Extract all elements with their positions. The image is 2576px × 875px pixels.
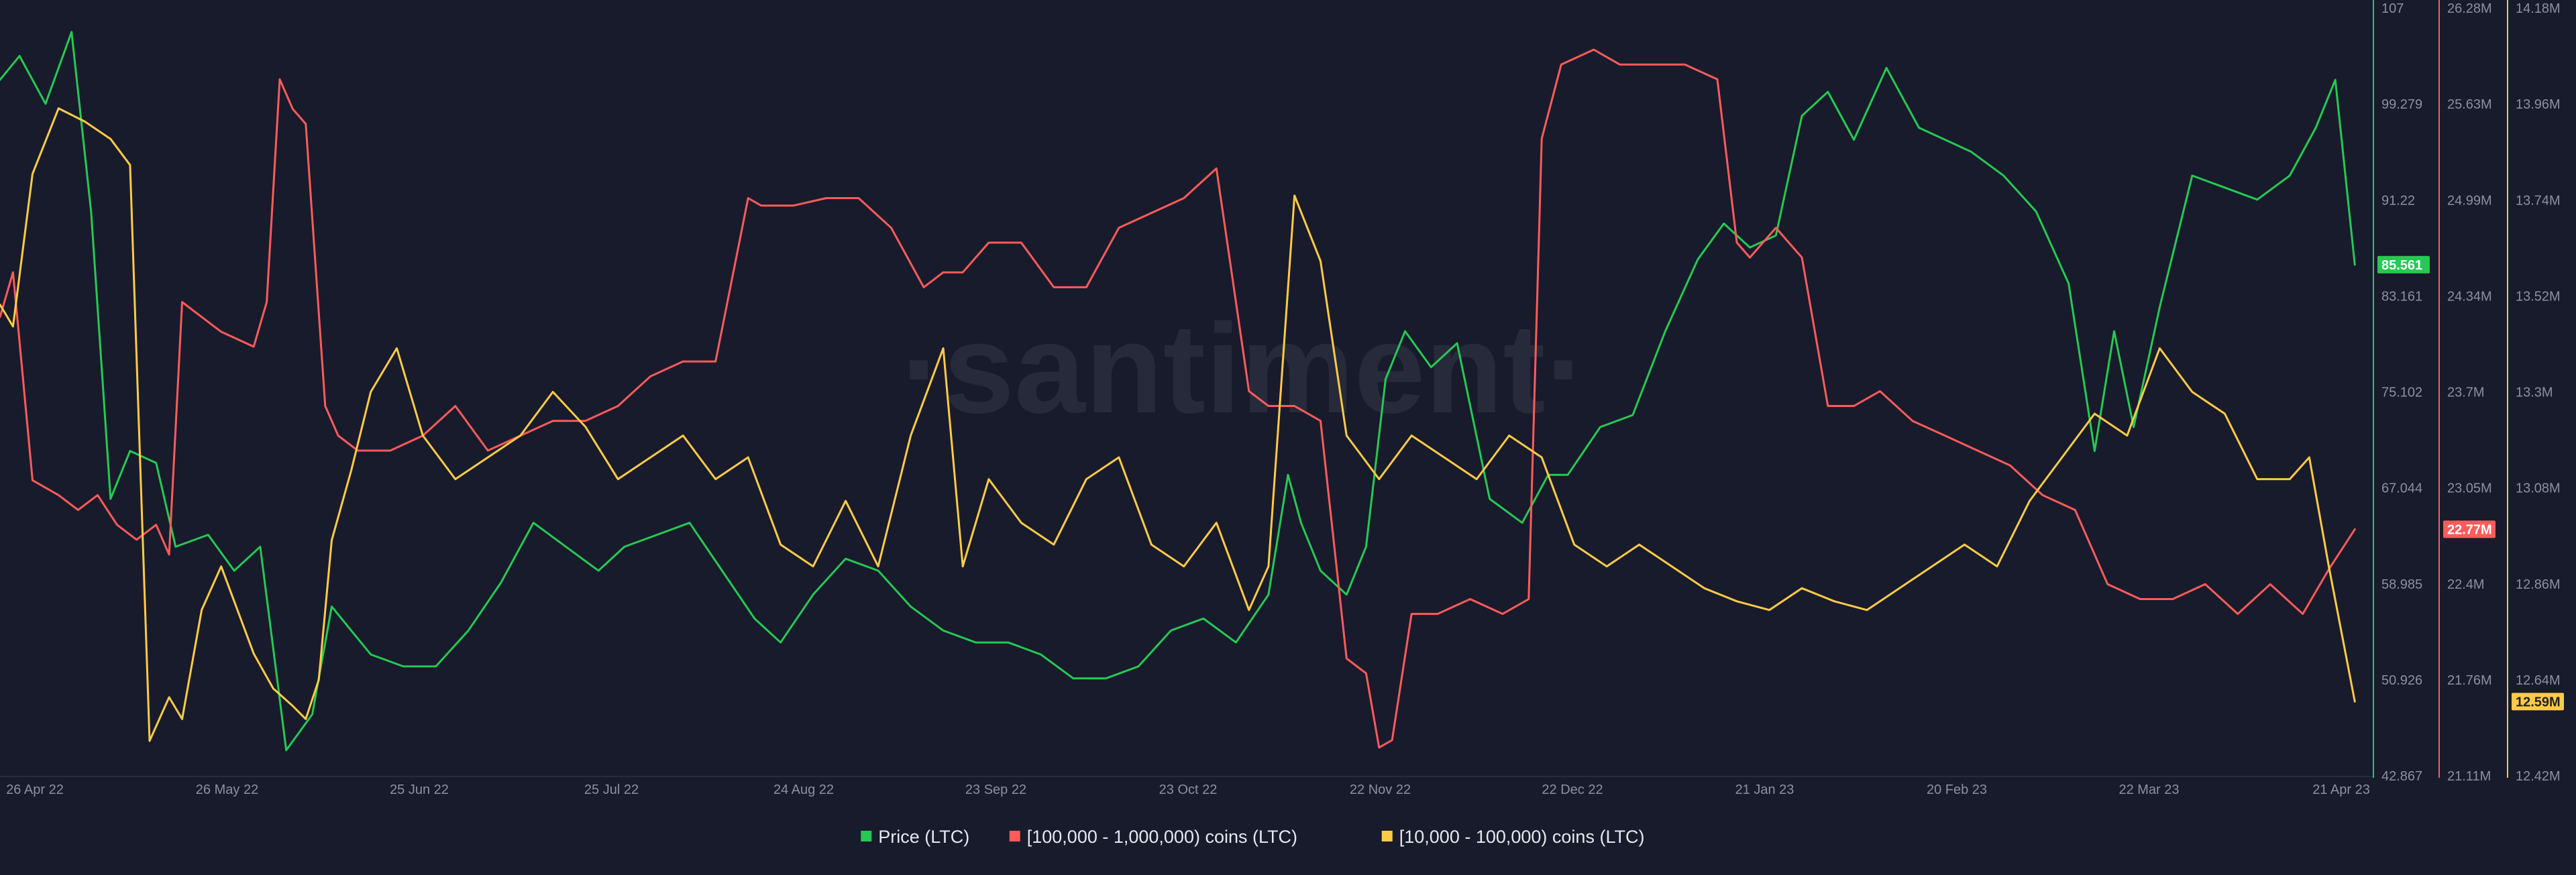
y-tick-label-tier2: 13.74M bbox=[2516, 193, 2561, 208]
legend-item-3[interactable]: [10,000 - 100,000) coins (LTC) bbox=[1381, 827, 1645, 847]
y-tick-label-tier1: 23.7M bbox=[2447, 386, 2485, 400]
y-tick-label-tier1: 24.34M bbox=[2447, 289, 2492, 304]
y-tick-label-price: 42.867 bbox=[2381, 769, 2422, 784]
x-tick-label: 22 Nov 22 bbox=[1350, 782, 1411, 797]
legend-item-2[interactable]: [100,000 - 1,000,000) coins (LTC) bbox=[1009, 827, 1297, 847]
y-tick-label-tier1: 26.28M bbox=[2447, 1, 2492, 16]
y-tick-label-tier2: 12.86M bbox=[2516, 577, 2561, 592]
current-value-badge-bg bbox=[2377, 255, 2430, 274]
y-tick-label-tier1: 22.4M bbox=[2447, 577, 2485, 592]
current-value-badge-bg bbox=[2512, 693, 2564, 711]
current-value-label: 85.561 bbox=[2381, 258, 2422, 273]
x-tick-label: 24 Aug 22 bbox=[773, 782, 834, 797]
santiment-watermark: ·santiment· bbox=[901, 298, 1588, 440]
current-value-badge-tier2: 12.59M bbox=[2512, 693, 2564, 711]
y-tick-label-tier2: 12.42M bbox=[2516, 769, 2561, 784]
x-axis-ticks: 26 Apr 22 26 May 22 25 Jun 22 25 Jul 22 24 A… bbox=[6, 782, 2370, 797]
legend-swatch bbox=[861, 831, 872, 841]
y-tick-label-tier1: 21.76M bbox=[2447, 673, 2492, 688]
legend-item-1[interactable]: Price (LTC) bbox=[861, 827, 969, 847]
y-tick-label-price: 67.044 bbox=[2381, 481, 2422, 496]
x-tick-label: 26 May 22 bbox=[196, 782, 258, 797]
y-tick-label-price: 83.161 bbox=[2381, 289, 2422, 304]
y-tick-label-price: 58.985 bbox=[2381, 577, 2422, 592]
series-line-3 bbox=[0, 107, 2356, 742]
y-tick-label-price: 75.102 bbox=[2381, 386, 2422, 400]
y-tick-label-tier2: 13.52M bbox=[2516, 289, 2561, 304]
y-tick-label-tier2: 13.3M bbox=[2516, 386, 2553, 400]
x-tick-label: 26 Apr 22 bbox=[6, 782, 64, 797]
legend-swatch bbox=[1009, 831, 1020, 841]
y-axes: 107 99.279 91.22 83.161 75.102 67.044 58.985 50… bbox=[2373, 0, 2564, 784]
y-tick-label-tier2: 13.96M bbox=[2516, 97, 2561, 112]
y-tick-label-price: 107 bbox=[2381, 1, 2404, 16]
current-value-badge-tier1: 22.77M bbox=[2443, 520, 2496, 538]
y-tick-label-price: 50.926 bbox=[2381, 673, 2422, 688]
y-tick-label-price: 99.279 bbox=[2381, 97, 2422, 112]
series-line-2 bbox=[0, 48, 2356, 749]
legend: Price (LTC) [100,000 - 1,000,000) coins (… bbox=[861, 827, 1644, 847]
y-tick-label-tier1: 23.05M bbox=[2447, 481, 2492, 496]
x-tick-label: 25 Jun 22 bbox=[390, 782, 449, 797]
x-tick-label: 20 Feb 23 bbox=[1927, 782, 1987, 797]
legend-label: [10,000 - 100,000) coins (LTC) bbox=[1399, 827, 1645, 847]
y-tick-label-tier1: 21.11M bbox=[2447, 769, 2491, 784]
y-tick-label-price: 91.22 bbox=[2381, 193, 2415, 208]
y-tick-label-tier2: 13.08M bbox=[2516, 481, 2561, 496]
current-value-badge-bg bbox=[2443, 520, 2496, 538]
x-tick-label: 21 Apr 23 bbox=[2312, 782, 2370, 797]
x-tick-label: 22 Mar 23 bbox=[2118, 782, 2179, 797]
x-tick-label: 23 Oct 22 bbox=[1159, 782, 1218, 797]
legend-label: Price (LTC) bbox=[878, 827, 969, 847]
legend-label: [100,000 - 1,000,000) coins (LTC) bbox=[1027, 827, 1297, 847]
y-tick-label-tier1: 24.99M bbox=[2447, 193, 2492, 208]
series-line-1 bbox=[0, 31, 2356, 752]
y-tick-label-tier1: 25.63M bbox=[2447, 97, 2492, 112]
current-value-label: 22.77M bbox=[2447, 522, 2492, 537]
x-tick-label: 22 Dec 22 bbox=[1542, 782, 1603, 797]
legend-swatch bbox=[1381, 831, 1393, 841]
current-value-label: 12.59M bbox=[2516, 695, 2561, 709]
y-tick-label-tier2: 12.64M bbox=[2516, 673, 2561, 688]
y-tick-label-tier2: 14.18M bbox=[2516, 1, 2561, 16]
x-tick-label: 25 Jul 22 bbox=[584, 782, 639, 797]
x-tick-label: 21 Jan 23 bbox=[1735, 782, 1794, 797]
current-value-badge-price: 85.561 bbox=[2377, 255, 2430, 274]
series-layer bbox=[0, 31, 2356, 752]
x-tick-label: 23 Sep 22 bbox=[965, 782, 1026, 797]
